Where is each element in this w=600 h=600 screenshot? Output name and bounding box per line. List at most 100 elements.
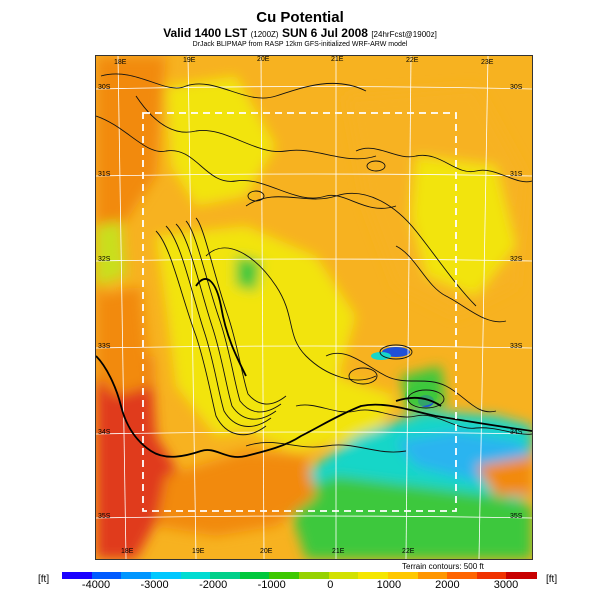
meridian-18e [117,56,127,559]
lon-label-bottom-1: 19E [192,548,205,555]
colorbar-segment [417,572,448,579]
contour-2 [96,115,397,209]
coastline [96,278,532,458]
lat-label-right-5: 35S [510,513,523,520]
colorbar-segment [91,572,122,579]
colorbar-tick-label: 1000 [376,579,402,591]
contour-7 [185,220,282,413]
contour-ring-5 [379,344,413,360]
field-east-yellow [411,156,516,296]
lon-label-bottom-3: 21E [332,548,345,555]
contour-12 [295,404,532,435]
colorbar-tick-label: 2000 [435,579,460,591]
colorbar-segment [180,572,211,579]
colorbar-tick-label: 3000 [493,579,519,591]
cell-cyan-1 [371,352,391,360]
contour-3 [135,95,377,160]
colorbar [62,572,537,579]
contour-10 [245,192,477,307]
field-west-orange2 [96,286,151,396]
colorbar-segment [358,572,389,579]
field-southeast-orange [476,456,532,496]
colorbar-segment [239,572,270,579]
lon-label-top-0: 18E [114,59,127,66]
colorbar-unit-right: [ft] [546,574,558,585]
colorbar-tick-label: -4000 [81,579,111,591]
graticule [96,56,532,559]
lat-label-left-4: 34S [98,429,111,436]
lat-label-left-0: 30S [98,84,111,91]
colorbar-unit-left: [ft] [38,574,50,585]
parallel-30s [96,86,532,90]
parallel-33s [96,345,532,349]
field-southcoast-orange [156,451,316,536]
inner-domain-frame [142,112,457,512]
cu-potential-map: 18E 19E 20E 21E 22E 23E 18E 19E 20E 21E … [95,55,533,560]
lon-label-bottom-2: 20E [260,548,273,555]
lon-label-top-2: 20E [257,56,270,63]
colorbar-tick-label: 0 [327,579,334,591]
lat-label-left-1: 31S [98,171,111,178]
colorbar-segment [269,572,300,579]
forecast-info: [24hrFcst@1900z] [371,30,437,39]
valid-date: SUN 6 Jul 2008 [281,26,368,40]
lon-label-bottom-0: 18E [121,548,134,555]
contour-ring-3 [247,190,265,202]
lon-label-top-4: 22E [406,57,419,64]
valid-time: Valid 1400 LST [163,26,248,40]
coastline-path [96,355,532,458]
colorbar-tick-label: -2000 [199,579,228,591]
colorbar-segment [447,572,478,579]
colorbar-segment [506,572,537,579]
field-green-center [236,256,261,291]
lat-label-left-5: 35S [98,513,111,520]
utc-time: (1200Z) [250,30,279,39]
contour-13 [245,442,407,453]
contour-9 [205,247,377,381]
ridge-bold-2 [395,396,442,407]
lat-label-left-2: 32S [98,256,111,263]
colorbar-segment [62,572,93,579]
lon-label-top-1: 19E [183,57,196,64]
map-title: Cu Potential [256,9,344,26]
colorbar-tick-label: -1000 [257,579,286,591]
contour-8 [195,217,287,405]
parallel-32s [96,258,532,262]
ridge-bold-1 [195,278,247,377]
contour-4 [155,230,267,436]
lat-label-right-0: 30S [510,84,523,91]
contour-6 [175,223,277,420]
meridian-19e [187,56,197,559]
colorbar-segment [299,572,330,579]
lon-label-top-3: 21E [331,56,344,63]
meridian-20e [260,56,265,559]
contour-14 [355,147,532,183]
cu-potential-field [96,56,532,559]
colorbar-segment [476,572,507,579]
lat-label-right-4: 34S [510,429,523,436]
field-green-west [96,221,126,286]
contour-ring-1 [348,367,378,385]
terrain-contour-note: Terrain contours: 500 ft [402,562,484,571]
contour-1 [100,73,367,99]
contour-15 [395,245,507,323]
map-subtitle: Valid 1400 LST (1200Z) SUN 6 Jul 2008 [2… [0,26,600,40]
model-credit: DrJack BLIPMAP from RASP 12km GFS-initia… [192,41,408,48]
field-northwest-yellow [166,76,276,206]
colorbar-segment [328,572,359,579]
lon-label-bottom-4: 22E [402,548,415,555]
colorbar-tick-label: -3000 [140,579,169,591]
field-coast-green [286,476,532,559]
lat-label-right-2: 32S [510,256,523,263]
parallel-34s [96,431,532,435]
terrain-contours [96,73,532,453]
lat-label-right-1: 31S [510,171,523,178]
contour-ring-4 [366,160,386,172]
lon-label-top-5: 23E [481,59,494,66]
meridian-22e [405,56,412,559]
lat-label-right-3: 33S [510,343,523,350]
contour-11 [325,352,497,413]
lat-label-left-3: 33S [98,343,111,350]
colorbar-segment [121,572,152,579]
colorbar-segment [150,572,181,579]
